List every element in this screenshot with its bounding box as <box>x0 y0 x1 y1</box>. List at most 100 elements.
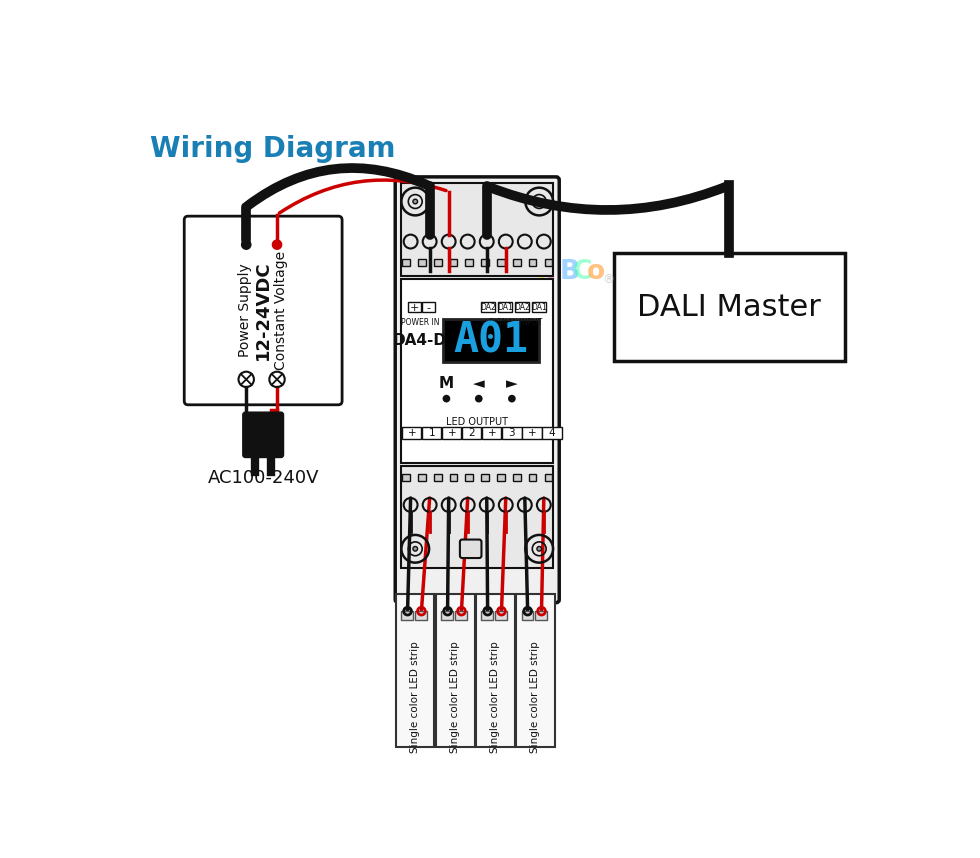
Text: 4: 4 <box>549 428 556 438</box>
Text: +: + <box>527 428 536 438</box>
Bar <box>422 302 435 312</box>
Text: +: + <box>410 303 418 313</box>
Bar <box>450 259 458 266</box>
Text: -: - <box>499 602 504 617</box>
Text: +: + <box>402 603 413 616</box>
Circle shape <box>508 395 515 402</box>
Bar <box>402 611 413 620</box>
Bar <box>434 259 442 266</box>
Bar <box>545 474 553 481</box>
Text: Y: Y <box>531 259 551 286</box>
Text: C: C <box>573 259 593 286</box>
Text: J: J <box>546 259 555 286</box>
Bar <box>481 611 493 620</box>
Text: Single color LED strip: Single color LED strip <box>450 642 461 753</box>
Bar <box>443 319 539 362</box>
Text: SIGNAL INPUT: SIGNAL INPUT <box>489 317 542 327</box>
Text: B: B <box>560 259 579 286</box>
Bar <box>450 474 458 481</box>
Text: ®: ® <box>603 273 614 286</box>
Text: Constant Voltage: Constant Voltage <box>273 251 288 370</box>
Bar <box>416 611 426 620</box>
Text: +: + <box>482 603 493 616</box>
Bar <box>503 427 521 439</box>
Text: ►: ► <box>506 376 517 390</box>
Text: -: - <box>426 303 431 313</box>
Text: -: - <box>459 602 464 617</box>
Bar <box>402 183 553 276</box>
Bar <box>529 259 536 266</box>
Text: Single color LED strip: Single color LED strip <box>530 642 540 753</box>
Bar <box>531 302 546 312</box>
Text: Single color LED strip: Single color LED strip <box>411 642 420 753</box>
Bar <box>481 474 489 481</box>
Bar <box>613 253 845 361</box>
Bar <box>513 474 520 481</box>
Circle shape <box>272 240 281 250</box>
Bar <box>402 474 410 481</box>
Circle shape <box>413 547 417 551</box>
Bar <box>482 427 502 439</box>
Text: Single color LED strip: Single color LED strip <box>490 642 501 753</box>
Bar <box>466 259 473 266</box>
Text: 3: 3 <box>509 428 515 438</box>
Bar <box>436 595 474 746</box>
Text: +: + <box>408 428 416 438</box>
Text: +: + <box>448 428 456 438</box>
Bar <box>418 259 425 266</box>
Text: ◄: ◄ <box>473 376 485 390</box>
Bar <box>495 611 507 620</box>
Text: DA1: DA1 <box>497 303 513 312</box>
Bar <box>402 467 553 568</box>
Bar <box>481 259 489 266</box>
Text: DA1: DA1 <box>531 303 547 312</box>
Bar <box>545 259 553 266</box>
Bar <box>497 474 505 481</box>
Bar <box>522 427 542 439</box>
Bar <box>542 427 562 439</box>
Circle shape <box>537 199 542 204</box>
Bar <box>402 427 421 439</box>
Circle shape <box>413 199 417 204</box>
Text: DA2: DA2 <box>480 303 496 312</box>
Text: +: + <box>442 603 453 616</box>
FancyBboxPatch shape <box>460 540 481 558</box>
Bar <box>516 595 555 746</box>
Text: 2: 2 <box>468 428 475 438</box>
Bar <box>476 595 514 746</box>
Text: +: + <box>522 603 533 616</box>
Text: -: - <box>419 602 423 617</box>
Text: Power Supply: Power Supply <box>238 263 253 357</box>
Text: o: o <box>587 259 605 286</box>
Bar <box>402 259 410 266</box>
Bar <box>514 302 529 312</box>
Circle shape <box>475 395 482 402</box>
Bar <box>466 474 473 481</box>
Bar <box>498 302 513 312</box>
Text: 1: 1 <box>428 428 435 438</box>
FancyBboxPatch shape <box>184 216 342 405</box>
Bar <box>418 474 425 481</box>
Bar <box>442 427 462 439</box>
Bar <box>402 280 553 462</box>
Text: LED OUTPUT: LED OUTPUT <box>446 417 509 426</box>
Text: -: - <box>539 602 544 617</box>
Circle shape <box>537 547 542 551</box>
Bar <box>521 611 533 620</box>
Bar <box>456 611 466 620</box>
Text: A01: A01 <box>454 319 528 361</box>
Circle shape <box>443 395 450 402</box>
Bar <box>529 474 536 481</box>
Text: +: + <box>487 428 496 438</box>
FancyBboxPatch shape <box>395 177 560 602</box>
Bar <box>422 427 441 439</box>
Text: POWER IN: POWER IN <box>402 317 440 327</box>
Bar <box>408 302 420 312</box>
FancyBboxPatch shape <box>243 413 283 457</box>
Text: Wiring Diagram: Wiring Diagram <box>150 136 395 163</box>
Text: M: M <box>439 376 454 390</box>
Text: DA2: DA2 <box>514 303 530 312</box>
Text: 12-24VDC: 12-24VDC <box>254 261 272 360</box>
Bar <box>513 259 520 266</box>
Bar <box>535 611 547 620</box>
